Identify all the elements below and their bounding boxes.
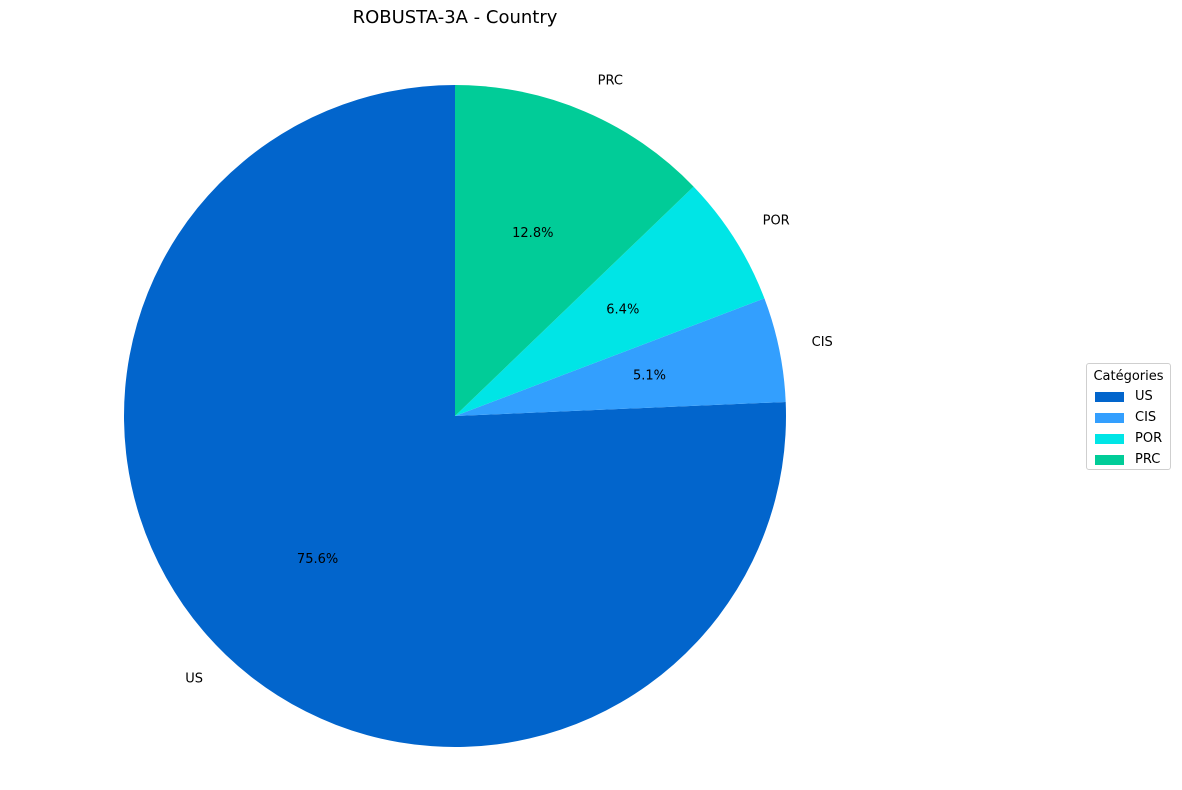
legend-swatch bbox=[1095, 455, 1124, 465]
pie-label-prc: PRC bbox=[598, 74, 623, 89]
legend-item-us: US bbox=[1087, 386, 1170, 407]
legend-swatch bbox=[1095, 413, 1124, 423]
pie-percent-us: 75.6% bbox=[297, 552, 338, 567]
chart-title: ROBUSTA-3A - Country bbox=[352, 7, 558, 28]
legend-label: CIS bbox=[1135, 410, 1157, 425]
legend-item-prc: PRC bbox=[1087, 449, 1170, 470]
legend-swatch bbox=[1095, 392, 1124, 402]
legend: Catégories US CIS POR PRC bbox=[1086, 363, 1171, 470]
pie-label-cis: CIS bbox=[812, 335, 833, 350]
pie-slice-prc bbox=[455, 85, 694, 416]
pie-label-por: POR bbox=[763, 214, 790, 229]
legend-items: US CIS POR PRC bbox=[1087, 386, 1170, 470]
pie-percent-por: 6.4% bbox=[606, 302, 639, 317]
pie-label-us: US bbox=[185, 671, 203, 686]
legend-item-cis: CIS bbox=[1087, 407, 1170, 428]
pie-category-labels: US CIS POR PRC bbox=[185, 74, 833, 687]
legend-label: US bbox=[1135, 389, 1153, 404]
legend-swatch bbox=[1095, 434, 1124, 444]
pie-percent-prc: 12.8% bbox=[512, 226, 553, 241]
legend-title: Catégories bbox=[1093, 369, 1164, 384]
pie-slices bbox=[124, 85, 787, 747]
pie-percent-cis: 5.1% bbox=[633, 368, 666, 383]
legend-label: PRC bbox=[1135, 452, 1161, 467]
legend-label: POR bbox=[1135, 431, 1163, 446]
pie-slice-por bbox=[455, 186, 765, 416]
pie-percent-labels: 75.6% 5.1% 6.4% 12.8% bbox=[297, 226, 666, 567]
pie-slice-cis bbox=[455, 298, 786, 416]
legend-item-por: POR bbox=[1087, 428, 1170, 449]
pie-slice-us bbox=[124, 85, 787, 747]
